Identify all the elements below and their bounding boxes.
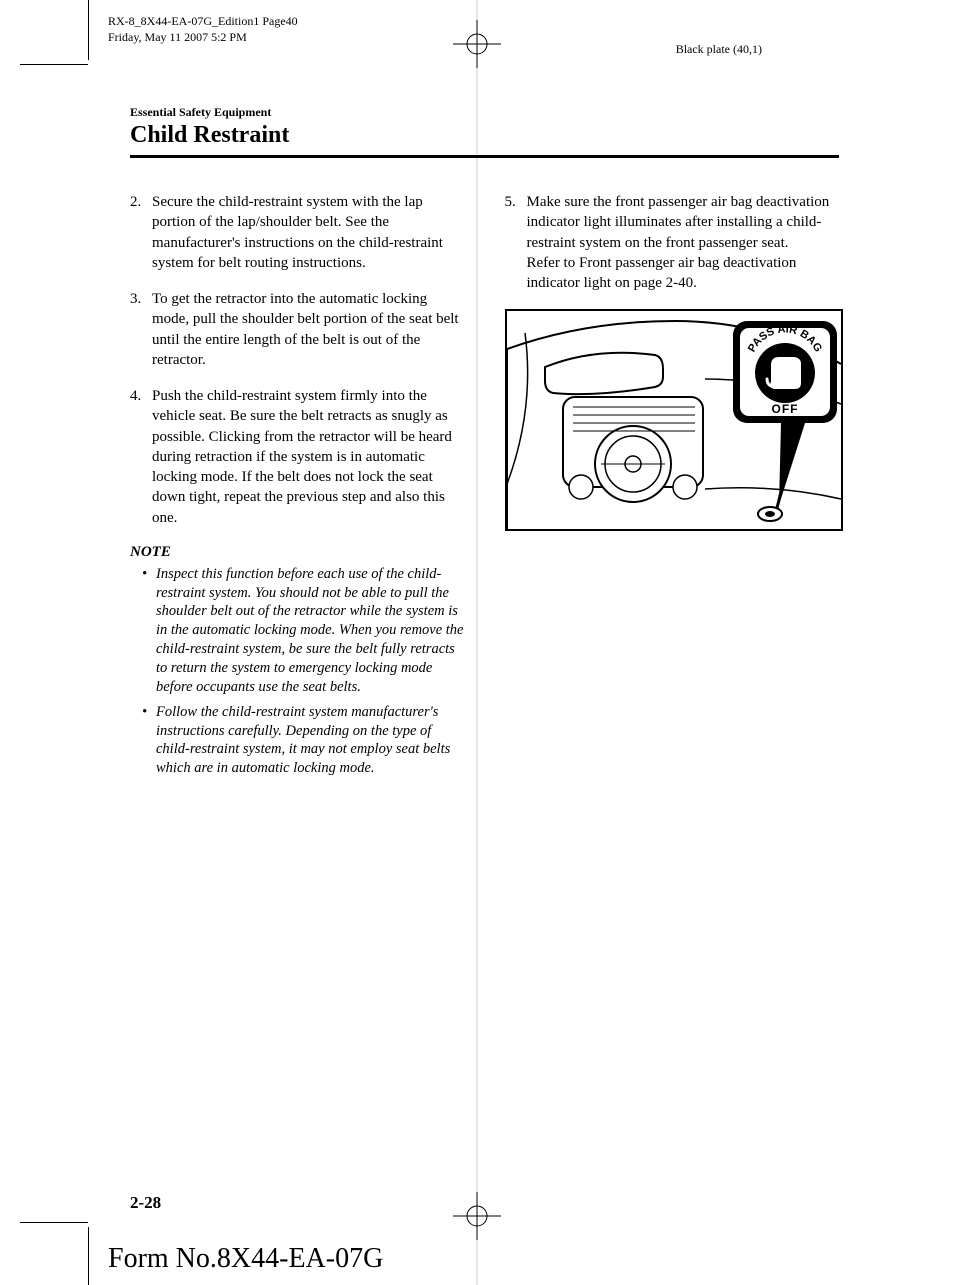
list-text: Secure the child-restraint system with t… (152, 192, 465, 273)
list-item: 2. Secure the child-restraint system wit… (130, 192, 465, 273)
list-text: To get the retractor into the automatic … (152, 289, 465, 370)
black-plate-label: Black plate (40,1) (676, 42, 762, 57)
list-number: 4. (130, 386, 150, 528)
note-item: • Inspect this function before each use … (130, 565, 465, 697)
dashboard-figure: PASS AIR BAG OFF (505, 309, 843, 531)
note-heading: NOTE (130, 544, 465, 561)
crop-mark-top-horizontal (20, 64, 88, 65)
note-item: • Follow the child-restraint system manu… (130, 703, 465, 778)
section-title: Child Restraint (130, 122, 839, 149)
list-item: 5. Make sure the front passenger air bag… (505, 192, 840, 293)
list-text: Push the child-restraint system firmly i… (152, 386, 465, 528)
page-container: RX-8_8X44-EA-07G_Edition1 Page40 Friday,… (0, 0, 954, 1285)
note-text: Inspect this function before each use of… (156, 565, 465, 697)
registration-mark-top-icon (453, 20, 501, 73)
note-text: Follow the child-restraint system manufa… (156, 703, 465, 778)
list-item: 3. To get the retractor into the automat… (130, 289, 465, 370)
list-number: 3. (130, 289, 150, 370)
list-number: 5. (505, 192, 525, 293)
list-text: Make sure the front passenger air bag de… (527, 192, 840, 293)
header-meta: RX-8_8X44-EA-07G_Edition1 Page40 Friday,… (108, 14, 298, 45)
list-item: 4. Push the child-restraint system firml… (130, 386, 465, 528)
bullet-icon: • (142, 565, 156, 697)
section-category: Essential Safety Equipment (130, 105, 839, 120)
crop-mark-top-vertical (88, 0, 89, 60)
form-number: Form No.8X44-EA-07G (108, 1243, 383, 1275)
columns: 2. Secure the child-restraint system wit… (130, 192, 839, 784)
badge-bottom-text: OFF (771, 402, 798, 416)
bullet-icon: • (142, 703, 156, 778)
title-rule (130, 155, 839, 158)
content-area: Essential Safety Equipment Child Restrai… (130, 105, 839, 1205)
crop-mark-bottom-horizontal (20, 1222, 88, 1223)
list-number: 2. (130, 192, 150, 273)
left-column: 2. Secure the child-restraint system wit… (130, 192, 465, 784)
doc-id-line2: Friday, May 11 2007 5:2 PM (108, 30, 298, 46)
right-column: 5. Make sure the front passenger air bag… (505, 192, 840, 784)
doc-id-line1: RX-8_8X44-EA-07G_Edition1 Page40 (108, 14, 298, 30)
crop-mark-bottom-vertical (88, 1227, 89, 1285)
